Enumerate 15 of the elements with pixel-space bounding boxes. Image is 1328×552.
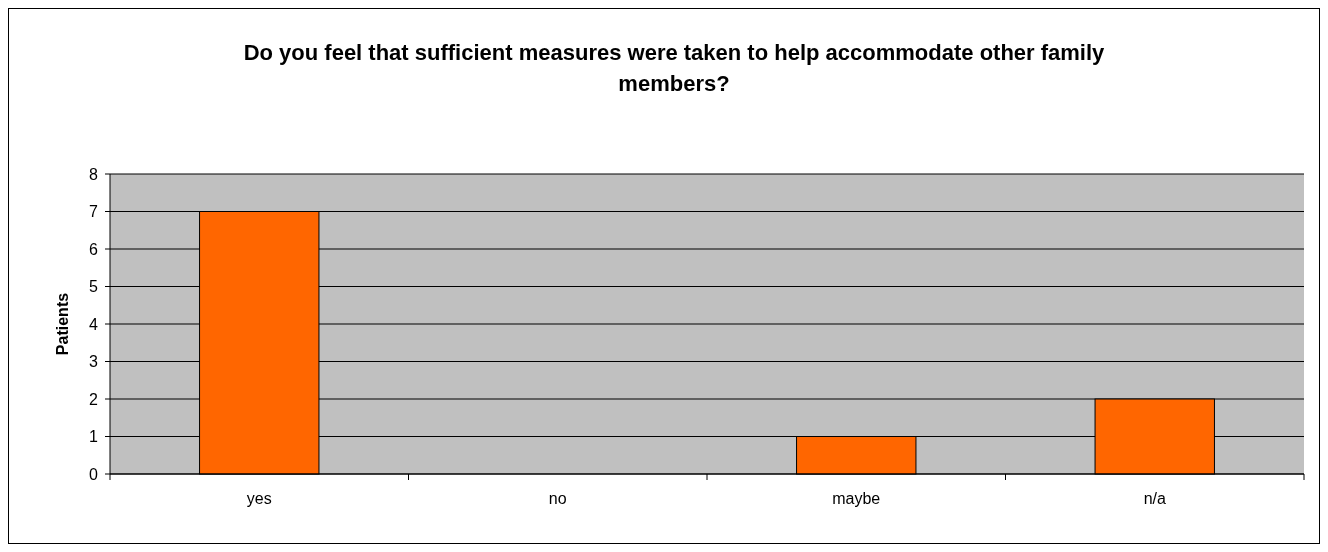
x-tick-label: no (548, 490, 567, 507)
y-tick-label: 8 (89, 165, 99, 183)
y-tick-label: 2 (89, 390, 99, 408)
y-axis-title: Patients (54, 292, 71, 356)
y-tick-label: 7 (89, 203, 99, 221)
chart-title: Do you feel that sufficient measures were taken to help accommodate other family members? (243, 40, 1106, 96)
x-tick-label: maybe (832, 490, 881, 507)
y-tick-label: 3 (89, 353, 99, 371)
x-tick-label: yes (246, 490, 272, 507)
y-tick-label: 4 (89, 315, 99, 333)
y-tick-label: 6 (89, 240, 99, 258)
y-tick-label: 1 (89, 428, 99, 446)
x-tick-label: n/a (1143, 490, 1166, 507)
y-tick-label: 0 (89, 465, 99, 483)
y-tick-label: 5 (89, 278, 99, 296)
